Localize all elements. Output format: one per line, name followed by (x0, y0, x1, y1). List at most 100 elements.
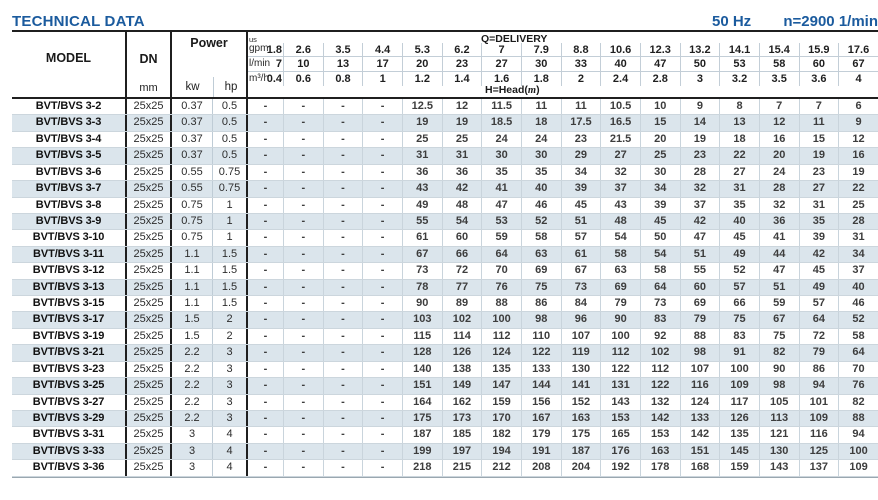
head-cell: - (362, 131, 402, 148)
head-cell: 199 (401, 443, 442, 460)
head-cell: 98 (520, 312, 561, 328)
head-cell: 147 (481, 378, 521, 394)
head-cell: 75 (719, 312, 759, 328)
hp-cell: 4 (213, 460, 248, 476)
head-cell: 109 (798, 411, 839, 427)
kw-cell: 2.2 (172, 411, 213, 427)
delivery-value-cell: 1.8 (520, 72, 561, 86)
head-cell: - (322, 99, 363, 115)
model-cell: BVT/BVS 3-36 (12, 460, 127, 476)
delivery-value-cell: 47 (639, 57, 680, 72)
dn-cell: 25x25 (127, 312, 172, 328)
kw-cell: 1.1 (172, 263, 213, 279)
delivery-value-cell: 10 (283, 57, 323, 72)
head-cell: - (322, 312, 363, 328)
kw-cell: 0.37 (172, 99, 213, 115)
head-cell: - (283, 427, 323, 443)
kw-cell: 1.1 (172, 279, 213, 296)
head-cell: 131 (600, 378, 640, 394)
hp-cell: 1 (213, 197, 248, 213)
head-cell: 19 (838, 164, 878, 181)
delivery-value-cell: 6.2 (441, 43, 482, 57)
head-cell: - (263, 247, 268, 260)
head-cell: 15 (798, 131, 839, 148)
head-cell: 48 (600, 213, 640, 230)
head-cell: 114 (441, 328, 482, 345)
head-cell: 25 (639, 148, 680, 164)
head-cell: - (322, 197, 363, 213)
head-cell: - (283, 213, 323, 230)
head-cell: 15 (639, 115, 680, 131)
head-cell: 35 (481, 164, 521, 181)
head-cell: - (322, 230, 363, 246)
head-cell: 98 (679, 345, 720, 361)
head-cell: 66 (441, 246, 482, 263)
head-cell: - (283, 345, 323, 361)
head-cell: - (283, 148, 323, 164)
delivery-value-cell: 1.2 (401, 72, 442, 86)
delivery-value-cell: 3.6 (798, 72, 839, 86)
head-cell: - (362, 279, 402, 296)
head-cell: 60 (441, 230, 482, 246)
delivery-column-header: Q=DELIVERY us gpm 1.8 2.6 3.5 4.4 5.3 6.2 7 7.9 8.… (248, 32, 878, 97)
head-cell: 176 (600, 443, 640, 460)
head-cell: - (283, 312, 323, 328)
head-cell: - (263, 412, 268, 425)
head-cell: 9 (679, 99, 720, 115)
delivery-value-cell: 0.8 (322, 72, 363, 86)
head-cell: 59 (481, 230, 521, 246)
head-cell: - (362, 115, 402, 131)
head-cell: 82 (838, 394, 878, 411)
head-cell: 86 (798, 361, 839, 378)
head-cell: 138 (441, 361, 482, 378)
head-cell: 17.5 (560, 115, 601, 131)
head-cell: - (362, 411, 402, 427)
model-cell: BVT/BVS 3-17 (12, 312, 127, 328)
head-cell: 132 (639, 394, 680, 411)
head-cell: - (362, 99, 402, 115)
head-cell: 101 (798, 394, 839, 411)
head-cell: 72 (441, 263, 482, 279)
delivery-value-cell: 17 (362, 57, 402, 72)
head-title-prefix: H=Head( (485, 84, 528, 96)
head-cell: 11 (520, 99, 561, 115)
dn-cell: 25x25 (127, 197, 172, 213)
head-cell: 29 (560, 148, 601, 164)
head-cell: 77 (441, 279, 482, 296)
kw-cell: 0.37 (172, 115, 213, 131)
delivery-value-cell: 1.4 (441, 72, 482, 86)
head-cell: 67 (401, 246, 442, 263)
delivery-value-cell: 1.8 (266, 44, 282, 56)
head-cell: 141 (560, 378, 601, 394)
dn-cell: 25x25 (127, 148, 172, 164)
dn-cell: 25x25 (127, 345, 172, 361)
head-cell: - (322, 181, 363, 197)
head-cell: 218 (401, 460, 442, 476)
head-cell: 187 (560, 443, 601, 460)
head-cell: 27 (798, 181, 839, 197)
table-row: BVT/BVS 3-31 25x25 3 4- - - -187 185 182 179 175 16… (12, 427, 878, 444)
head-cell: - (362, 312, 402, 328)
hp-cell: 0.5 (213, 115, 248, 131)
head-cell: - (283, 411, 323, 427)
head-cell: 63 (520, 246, 561, 263)
hp-cell: 0.75 (213, 181, 248, 197)
head-cell: 57 (798, 296, 839, 312)
head-cell: 109 (719, 378, 759, 394)
dn-cell: 25x25 (127, 443, 172, 460)
head-cell: - (263, 461, 268, 474)
head-cell: 24 (758, 164, 799, 181)
head-cell: 32 (679, 181, 720, 197)
head-cell: - (362, 296, 402, 312)
kw-cell: 3 (172, 443, 213, 460)
head-cell: 34 (560, 164, 601, 181)
head-cell: 82 (758, 345, 799, 361)
head-cell: 39 (798, 230, 839, 246)
head-cell: 34 (639, 181, 680, 197)
delivery-value-cell: 7.9 (520, 43, 561, 57)
head-cell: 11 (798, 115, 839, 131)
model-cell: BVT/BVS 3-6 (12, 164, 127, 181)
kw-cell: 1.1 (172, 246, 213, 263)
delivery-value-cell: 15.9 (798, 43, 839, 57)
delivery-value-cell: 5.3 (401, 43, 442, 57)
